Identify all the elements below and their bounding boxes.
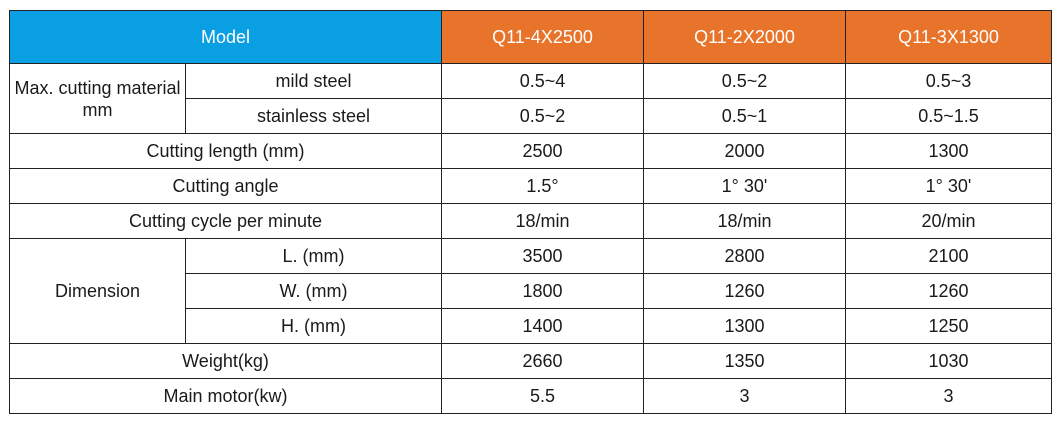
table-row-dimension-height: H. (mm) 1400 1300 1250 <box>10 308 1052 344</box>
dimension-height-value: 1300 <box>643 308 846 344</box>
dimension-length-label: L. (mm) <box>185 238 442 274</box>
cutting-cycle-value: 20/min <box>845 203 1052 239</box>
main-motor-value: 5.5 <box>441 378 644 414</box>
weight-value: 1030 <box>845 343 1052 379</box>
table-row-dimension-length: Dimension L. (mm) 3500 2800 2100 <box>9 238 1052 344</box>
mild-steel-value: 0.5~4 <box>441 63 644 99</box>
table-row-main-motor: Main motor(kw) 5.5 3 3 <box>9 378 1052 414</box>
cutting-length-value: 2500 <box>441 133 644 169</box>
model-q11-4x2500-header: Q11-4X2500 <box>441 10 644 64</box>
cutting-length-value: 2000 <box>643 133 846 169</box>
dimension-height-label: H. (mm) <box>185 308 442 344</box>
main-motor-value: 3 <box>845 378 1052 414</box>
cutting-angle-label: Cutting angle <box>9 168 442 204</box>
table-row-mild-steel: Max. cutting material mm mild steel 0.5~… <box>9 63 1052 134</box>
spec-table-container: Model Q11-4X2500 Q11-2X2000 Q11-3X1300 M… <box>9 10 1052 414</box>
cutting-cycle-value: 18/min <box>643 203 846 239</box>
specification-table: Model Q11-4X2500 Q11-2X2000 Q11-3X1300 M… <box>9 10 1052 414</box>
main-motor-label: Main motor(kw) <box>9 378 442 414</box>
table-row-weight: Weight(kg) 2660 1350 1030 <box>9 343 1052 379</box>
dimension-length-value: 3500 <box>441 238 644 274</box>
stainless-steel-value: 0.5~1 <box>643 98 846 134</box>
weight-value: 1350 <box>643 343 846 379</box>
stainless-steel-label: stainless steel <box>185 98 442 134</box>
dimension-width-value: 1260 <box>643 273 846 309</box>
header-row: Model Q11-4X2500 Q11-2X2000 Q11-3X1300 <box>9 10 1052 64</box>
dimension-height-value: 1400 <box>441 308 644 344</box>
cutting-cycle-label: Cutting cycle per minute <box>9 203 442 239</box>
stainless-steel-value: 0.5~2 <box>441 98 644 134</box>
mild-steel-value: 0.5~2 <box>643 63 846 99</box>
table-row-cutting-length: Cutting length (mm) 2500 2000 1300 <box>9 133 1052 169</box>
mild-steel-label: mild steel <box>185 63 442 99</box>
main-motor-value: 3 <box>643 378 846 414</box>
dimension-width-label: W. (mm) <box>185 273 442 309</box>
model-q11-3x1300-header: Q11-3X1300 <box>845 10 1052 64</box>
table-row-stainless-steel: stainless steel 0.5~2 0.5~1 0.5~1.5 <box>10 98 1052 134</box>
dimension-height-value: 1250 <box>845 308 1052 344</box>
cutting-length-value: 1300 <box>845 133 1052 169</box>
cutting-cycle-value: 18/min <box>441 203 644 239</box>
model-q11-2x2000-header: Q11-2X2000 <box>643 10 846 64</box>
dimension-width-value: 1260 <box>845 273 1052 309</box>
dimension-group-label: Dimension <box>9 238 186 344</box>
weight-label: Weight(kg) <box>9 343 442 379</box>
weight-value: 2660 <box>441 343 644 379</box>
table-row-cutting-angle: Cutting angle 1.5° 1° 30' 1° 30' <box>9 168 1052 204</box>
cutting-angle-value: 1° 30' <box>845 168 1052 204</box>
stainless-steel-value: 0.5~1.5 <box>845 98 1052 134</box>
table-row-cutting-cycle: Cutting cycle per minute 18/min 18/min 2… <box>9 203 1052 239</box>
cutting-angle-value: 1° 30' <box>643 168 846 204</box>
mild-steel-value: 0.5~3 <box>845 63 1052 99</box>
dimension-width-value: 1800 <box>441 273 644 309</box>
cutting-length-label: Cutting length (mm) <box>9 133 442 169</box>
dimension-length-value: 2100 <box>845 238 1052 274</box>
table-row-dimension-width: W. (mm) 1800 1260 1260 <box>10 273 1052 309</box>
dimension-length-value: 2800 <box>643 238 846 274</box>
model-header-cell: Model <box>9 10 442 64</box>
max-cutting-group-label: Max. cutting material mm <box>9 63 186 134</box>
cutting-angle-value: 1.5° <box>441 168 644 204</box>
